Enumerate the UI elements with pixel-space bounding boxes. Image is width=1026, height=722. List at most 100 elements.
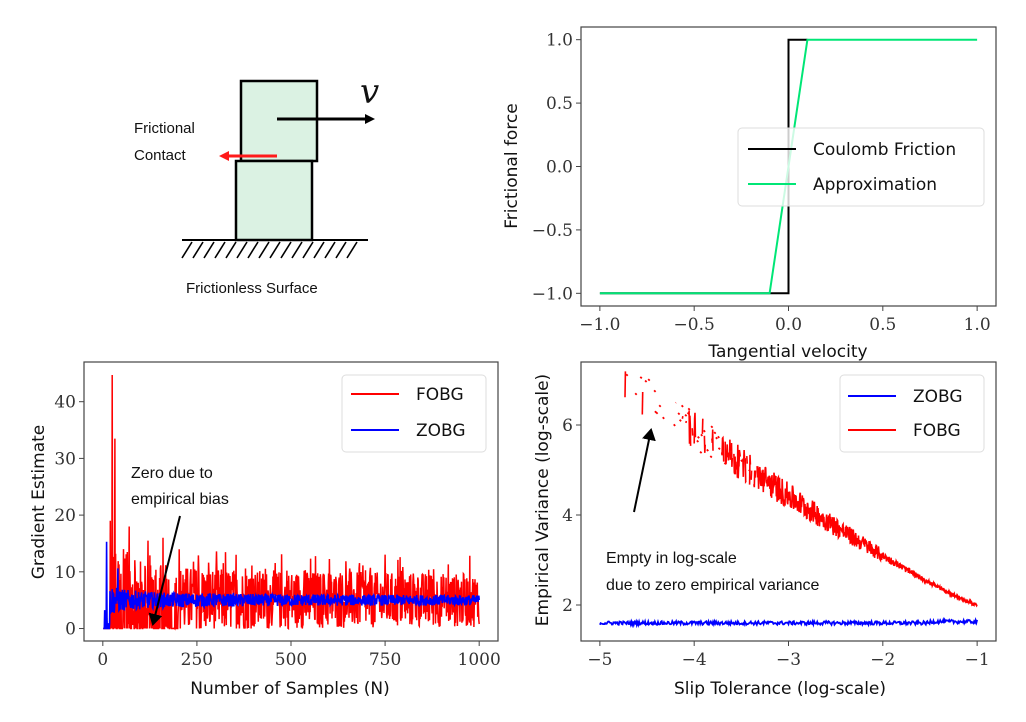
series-line-fobg	[709, 455, 713, 459]
series-line-fobg	[699, 450, 703, 454]
x-tick-label: 0.5	[869, 315, 896, 335]
series-line-zobg	[103, 541, 480, 630]
hatch-mark	[247, 241, 259, 259]
x-tick-label: 1000	[458, 650, 501, 670]
series-line-fobg	[742, 449, 746, 477]
series-line-fobg	[688, 410, 692, 446]
series-line-fobg	[720, 435, 725, 462]
hatch-mark	[214, 241, 226, 259]
series-layer	[599, 371, 978, 629]
x-tick-label: −4	[682, 650, 707, 670]
series-line-fobg	[713, 431, 717, 435]
series-line-fobg	[678, 419, 682, 422]
series-line-fobg	[639, 376, 643, 380]
series-line-fobg	[706, 448, 709, 452]
series-line-fobg	[710, 425, 714, 429]
series-line-fobg	[744, 458, 747, 485]
y-tick-label: 0.0	[546, 158, 573, 178]
x-tick-label: 250	[181, 650, 213, 670]
series-line-fobg	[748, 454, 752, 485]
annotation-line2: due to zero empirical variance	[606, 577, 820, 594]
x-tick-label: 0.0	[775, 315, 802, 335]
y-tick-label: 10	[54, 563, 76, 583]
legend: Coulomb Friction Approximation	[737, 127, 985, 207]
series-line-zobg	[599, 616, 978, 629]
empirical-variance-chart: −5 −4 −3 −2 −1 2 4 6 ZOBG FOBG Empty in log-sc…	[533, 361, 997, 699]
series-line-fobg	[724, 441, 729, 465]
annotation-arrow	[633, 428, 656, 513]
series-line-fobg	[634, 392, 638, 396]
x-tick-label: 500	[275, 650, 307, 670]
series-line-fobg	[717, 447, 721, 451]
series-line-fobg	[647, 378, 651, 382]
series-line-fobg	[740, 459, 744, 463]
hatch-mark	[258, 241, 270, 259]
hatch-mark	[346, 241, 358, 259]
y-ticks: 2 4 6	[562, 416, 581, 616]
velocity-label: v	[360, 72, 379, 112]
legend-label-zobg: ZOBG	[416, 421, 466, 441]
series-line-fobg	[756, 466, 978, 608]
x-tick-label: −3	[776, 650, 801, 670]
annotation-arrow	[148, 515, 181, 626]
series-line-fobg	[625, 373, 629, 377]
hatch-mark	[335, 241, 347, 259]
series-line-fobg	[727, 439, 732, 461]
series-line-fobg	[715, 436, 718, 440]
series-line-fobg	[700, 433, 704, 437]
y-tick-label: −1.0	[532, 284, 573, 304]
upper-block	[239, 79, 319, 163]
hatch-mark	[192, 241, 204, 259]
series-line-fobg	[711, 429, 714, 451]
y-tick-label: 40	[54, 393, 76, 413]
series-line-fobg	[717, 435, 720, 439]
x-ticks: −5 −4 −3 −2 −1	[587, 641, 990, 670]
legend-label-coulomb: Coulomb Friction	[813, 140, 956, 160]
series-line-fobg	[733, 453, 737, 475]
y-tick-label: 4	[562, 506, 573, 526]
series-line-fobg	[687, 407, 691, 411]
hatch-mark	[269, 241, 281, 259]
legend: ZOBG FOBG	[839, 374, 985, 453]
x-axis-label: Tangential velocity	[707, 342, 867, 362]
hatch-mark	[181, 241, 193, 259]
hatch-mark	[302, 241, 314, 259]
hatch-mark	[225, 241, 237, 259]
y-tick-label: 0	[65, 620, 76, 640]
series-line-fobg	[662, 416, 665, 420]
series-line-fobg	[730, 442, 734, 467]
hatch-mark	[236, 241, 248, 259]
legend-label-approx: Approximation	[813, 175, 937, 195]
series-line-fobg	[735, 444, 741, 479]
hatch-mark	[324, 241, 336, 259]
annotation-line1: Zero due to	[131, 465, 213, 482]
legend-label-fobg: FOBG	[913, 421, 961, 441]
x-tick-label: 0	[97, 650, 108, 670]
series-line-fobg	[696, 439, 700, 443]
surface-label: Frictionless Surface	[186, 280, 318, 297]
annotation-line2: empirical bias	[131, 491, 229, 508]
contact-label-line2: Contact	[134, 147, 187, 164]
y-tick-label: 30	[54, 449, 76, 469]
x-tick-label: −5	[587, 650, 612, 670]
hatch-mark	[291, 241, 303, 259]
hatch-mark	[280, 241, 292, 259]
series-layer	[103, 374, 480, 631]
series-line-fobg	[673, 423, 676, 427]
y-tick-label: 0.5	[546, 94, 573, 114]
x-tick-label: −1	[965, 650, 990, 670]
y-axis-label: Gradient Estimate	[29, 425, 49, 580]
legend-label-fobg: FOBG	[416, 385, 464, 405]
series-line-fobg	[680, 404, 684, 408]
y-tick-label: −0.5	[532, 221, 573, 241]
annotation-line1: Empty in log-scale	[606, 550, 737, 567]
series-line-fobg	[703, 435, 706, 453]
series-line-fobg	[753, 470, 757, 488]
series-line-fobg	[677, 412, 681, 416]
lower-block	[234, 159, 314, 242]
y-tick-label: 20	[54, 506, 76, 526]
hatch-mark	[313, 241, 325, 259]
x-ticks: −1.0 −0.5 0.0 0.5 1.0	[579, 306, 991, 335]
x-axis-label: Number of Samples (N)	[190, 679, 389, 699]
